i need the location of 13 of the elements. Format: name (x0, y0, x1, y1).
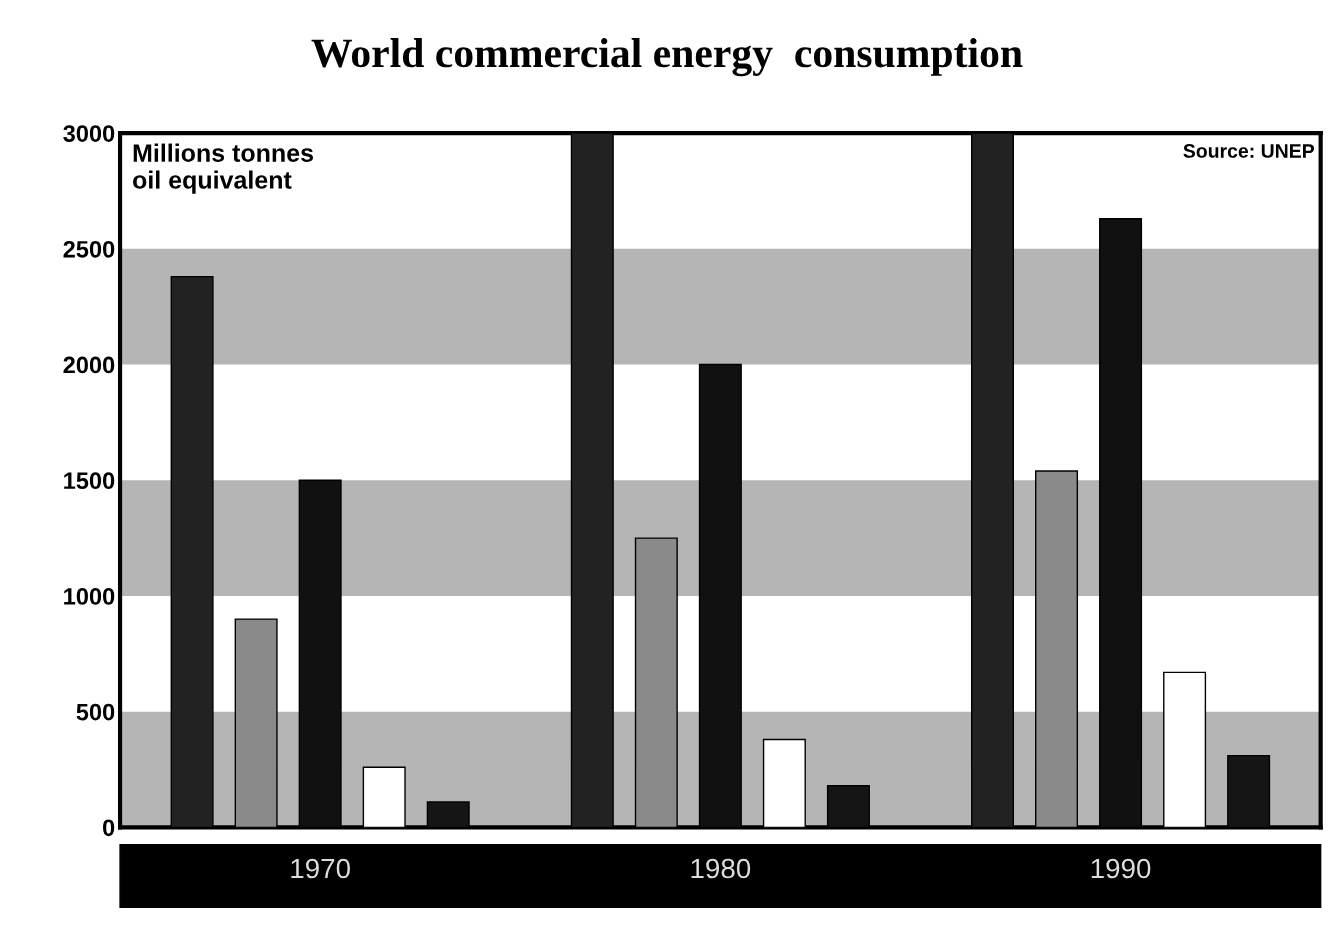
y-tick-label: 2000 (63, 356, 115, 374)
chart-title: World commercial energy consumption (311, 38, 1023, 77)
x-tick-label: 1980 (691, 858, 751, 879)
y-tick-label: 1000 (64, 588, 115, 605)
x-tick-label: 1970 (291, 858, 350, 879)
y-tick-label: 500 (76, 703, 115, 721)
y-tick-label: 2500 (63, 240, 115, 258)
y-tick-label: 0 (103, 819, 115, 837)
y-tick-label: 1500 (64, 472, 115, 490)
x-tick-label: 1990 (1091, 858, 1151, 879)
annotation: Millions tonnes oil equivalent (133, 143, 313, 194)
annotation: Source: UNEP (1183, 144, 1314, 158)
y-tick-label: 3000 (63, 125, 115, 142)
